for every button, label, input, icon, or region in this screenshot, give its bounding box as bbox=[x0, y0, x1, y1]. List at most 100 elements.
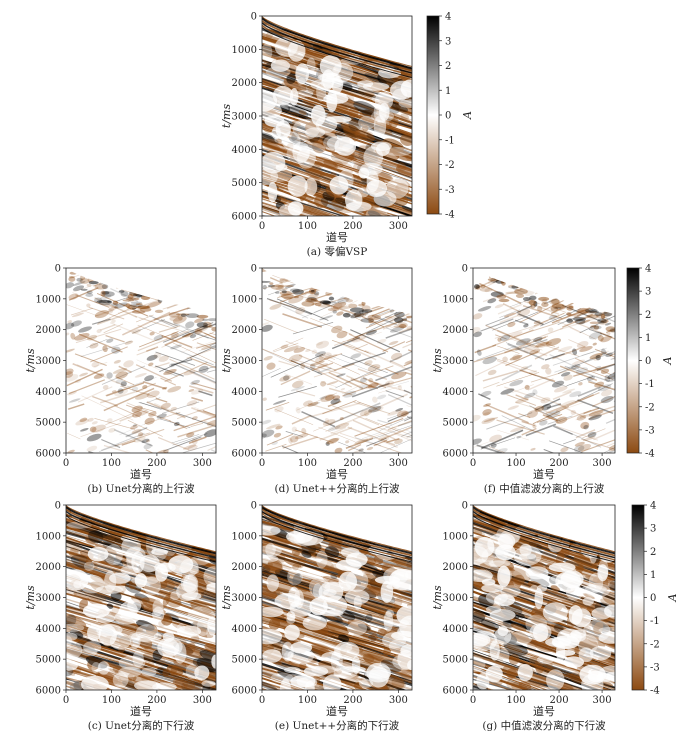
y-tick-label: 2000 bbox=[36, 325, 61, 336]
colorbar-tick-label: -2 bbox=[645, 402, 655, 413]
x-tick-label: 100 bbox=[102, 458, 121, 469]
colorbar-tick-label: 3 bbox=[650, 524, 656, 535]
y-tick-label: 2000 bbox=[232, 325, 257, 336]
colorbars-layer: 4 3 2 1 0 -1 -2 -3 -4 A 4 3 2 1 0 -1 -2 -3 -4 A 4 3 2 1 0 -1 -2 -3 -… bbox=[426, 12, 679, 697]
pre-arrival-blank bbox=[66, 505, 216, 552]
x-tick-label: 200 bbox=[343, 221, 362, 232]
x-tick-label: 100 bbox=[298, 221, 317, 232]
panel-caption: (f) 中值滤波分离的上行波 bbox=[484, 482, 605, 495]
colorbar-tick-label: 2 bbox=[645, 310, 651, 321]
colorbar-tick-label: -2 bbox=[650, 639, 660, 650]
colorbar-tick-label: 3 bbox=[645, 287, 651, 298]
colorbar-tick-label: 2 bbox=[445, 61, 451, 72]
x-tick-label: 100 bbox=[298, 695, 317, 706]
colorbar-tick-label: -4 bbox=[645, 449, 655, 460]
y-tick-label: 5000 bbox=[36, 655, 61, 666]
y-axis-label: t/ms bbox=[431, 585, 444, 610]
y-tick-label: 4000 bbox=[232, 387, 257, 398]
y-tick-label: 2000 bbox=[443, 325, 468, 336]
x-tick-label: 100 bbox=[506, 458, 525, 469]
colorbar-gradient bbox=[426, 15, 440, 215]
x-tick-label: 300 bbox=[593, 458, 612, 469]
colorbar-tick-label: 0 bbox=[645, 356, 651, 367]
x-tick-label: 0 bbox=[259, 221, 265, 232]
colorbar-2: 4 3 2 1 0 -1 -2 -3 -4 A bbox=[626, 264, 674, 460]
colorbar-tick-label: 0 bbox=[650, 593, 656, 604]
x-tick-label: 200 bbox=[147, 695, 166, 706]
y-axis-label: t/ms bbox=[24, 585, 37, 610]
x-axis-label: 道号 bbox=[326, 230, 348, 244]
colorbar-tick-label: 1 bbox=[445, 86, 451, 97]
y-tick-label: 4000 bbox=[36, 624, 61, 635]
y-tick-label: 3000 bbox=[232, 356, 257, 367]
y-tick-label: 5000 bbox=[232, 655, 257, 666]
x-tick-label: 0 bbox=[470, 458, 476, 469]
y-tick-label: 3000 bbox=[232, 593, 257, 604]
y-tick-label: 5000 bbox=[232, 418, 257, 429]
colorbar-tick-label: 0 bbox=[445, 111, 451, 122]
wavefield bbox=[262, 16, 412, 216]
x-tick-label: 300 bbox=[193, 695, 212, 706]
y-tick-label: 6000 bbox=[36, 686, 61, 697]
x-tick-label: 200 bbox=[147, 458, 166, 469]
colorbar-label: A bbox=[461, 111, 474, 120]
pre-arrival-blank bbox=[262, 505, 412, 552]
panel-caption: (g) 中值滤波分离的下行波 bbox=[482, 719, 606, 732]
y-tick-label: 1000 bbox=[232, 294, 257, 305]
colorbar-tick-label: 3 bbox=[445, 36, 451, 47]
x-axis-label: 道号 bbox=[326, 704, 348, 718]
y-tick-label: 6000 bbox=[443, 449, 468, 460]
y-tick-label: 5000 bbox=[443, 418, 468, 429]
y-tick-label: 5000 bbox=[232, 178, 257, 189]
colorbar-tick-label: -3 bbox=[445, 185, 455, 196]
y-tick-label: 0 bbox=[462, 264, 468, 275]
panel-caption: (a) 零偏VSP bbox=[307, 245, 368, 258]
colorbar-3: 4 3 2 1 0 -1 -2 -3 -4 A bbox=[631, 501, 679, 697]
y-tick-label: 1000 bbox=[36, 294, 61, 305]
wavefield bbox=[66, 268, 216, 453]
y-tick-label: 0 bbox=[251, 12, 257, 23]
wavefield bbox=[66, 505, 216, 690]
y-tick-label: 1000 bbox=[36, 531, 61, 542]
y-tick-label: 0 bbox=[251, 501, 257, 512]
colorbar-tick-label: -1 bbox=[445, 135, 455, 146]
pre-arrival-blank bbox=[262, 268, 412, 315]
y-tick-label: 2000 bbox=[232, 562, 257, 573]
x-tick-label: 0 bbox=[259, 695, 265, 706]
x-tick-label: 100 bbox=[102, 695, 121, 706]
y-tick-label: 6000 bbox=[232, 449, 257, 460]
colorbar-tick-label: 2 bbox=[650, 547, 656, 558]
y-tick-label: 4000 bbox=[443, 624, 468, 635]
colorbar-tick-label: 1 bbox=[645, 333, 651, 344]
y-tick-label: 2000 bbox=[36, 562, 61, 573]
y-tick-label: 6000 bbox=[232, 686, 257, 697]
pre-arrival-blank bbox=[262, 16, 412, 66]
x-tick-label: 200 bbox=[343, 695, 362, 706]
x-tick-label: 100 bbox=[298, 458, 317, 469]
colorbar-tick-label: -1 bbox=[650, 616, 660, 627]
y-tick-label: 0 bbox=[55, 264, 61, 275]
y-tick-label: 3000 bbox=[443, 593, 468, 604]
wavefield bbox=[262, 268, 412, 453]
colorbar-label: A bbox=[666, 593, 679, 602]
y-axis-label: t/ms bbox=[220, 104, 233, 129]
x-tick-label: 0 bbox=[63, 695, 69, 706]
x-axis-label: 道号 bbox=[326, 467, 348, 481]
y-tick-label: 4000 bbox=[232, 145, 257, 156]
panel-caption: (e) Unet++分离的下行波 bbox=[275, 719, 400, 732]
x-tick-label: 200 bbox=[343, 458, 362, 469]
x-tick-label: 300 bbox=[389, 221, 408, 232]
colorbar-tick-label: -2 bbox=[445, 160, 455, 171]
x-tick-label: 300 bbox=[389, 695, 408, 706]
y-axis-label: t/ms bbox=[220, 585, 233, 610]
y-tick-label: 2000 bbox=[443, 562, 468, 573]
colorbar-tick-label: -3 bbox=[645, 425, 655, 436]
